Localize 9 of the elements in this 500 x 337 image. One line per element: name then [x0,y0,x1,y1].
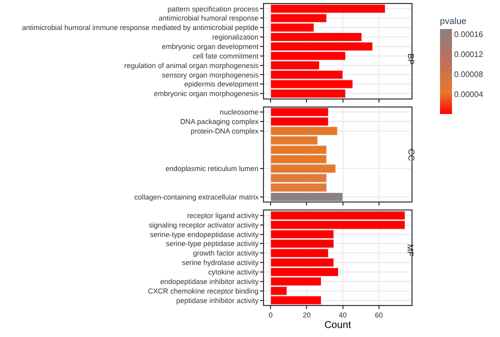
color-bar-label: 0.00004 [454,90,484,99]
color-bar-label: 0.00012 [454,50,484,59]
x-axis-title: Count [324,320,352,332]
text: BP [406,53,416,66]
text: CC [406,148,416,162]
color-bar-title: pvalue [440,16,466,26]
text: MF [406,244,416,256]
color-bar-label: 0.00016 [454,30,484,39]
color-bar-label: 0.00008 [454,70,484,79]
